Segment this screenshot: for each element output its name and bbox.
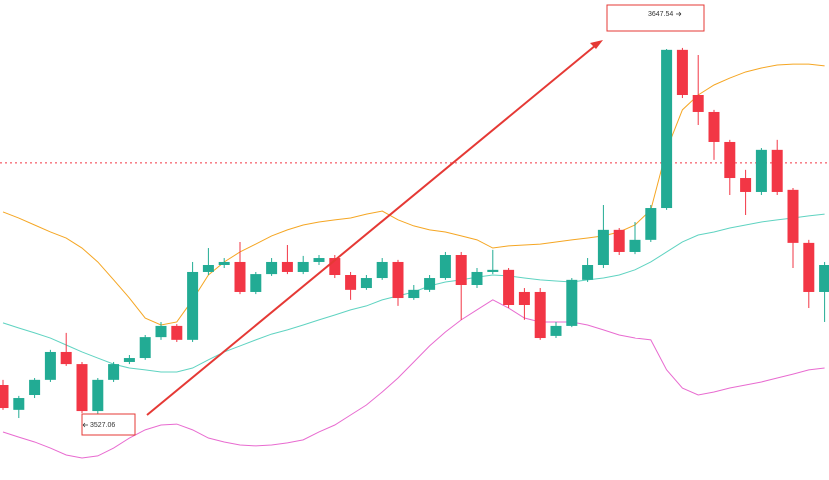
- candle-body: [408, 289, 420, 299]
- candle-body: [123, 358, 135, 362]
- candle-body: [771, 149, 783, 192]
- trend-arrow: [146, 44, 597, 416]
- candle-body: [708, 111, 720, 142]
- candle-body: [550, 325, 562, 336]
- candle-body: [455, 255, 467, 285]
- candle-body: [60, 351, 72, 365]
- candle-body: [661, 49, 673, 209]
- candle-body: [13, 398, 25, 410]
- candle-body: [740, 178, 752, 192]
- candle-body: [171, 325, 183, 340]
- high-annotation-box: [606, 4, 705, 32]
- candle-body: [329, 258, 341, 275]
- candle-body: [503, 269, 515, 305]
- candle-body: [313, 258, 325, 262]
- trend-arrow-head: [590, 40, 603, 49]
- candle-body: [471, 271, 483, 285]
- high-annotation: 3647.54: [648, 11, 673, 18]
- candle-body: [360, 278, 372, 289]
- candle-body: [187, 271, 199, 340]
- candle-body: [724, 141, 736, 179]
- low-annotation: 3527.06: [90, 422, 115, 429]
- bollinger-band: [2, 63, 825, 326]
- candle-body: [787, 189, 799, 243]
- candle-body: [645, 208, 657, 240]
- candle-body: [139, 337, 151, 359]
- candle-body: [108, 364, 120, 380]
- candle-body: [297, 261, 309, 272]
- candle-body: [803, 242, 815, 292]
- candle-body: [281, 261, 293, 272]
- candle-body: [629, 239, 641, 252]
- candle-body: [582, 265, 594, 280]
- candle-body: [376, 261, 388, 279]
- candle-body: [218, 261, 230, 265]
- candle-body: [392, 261, 404, 299]
- candle-body: [0, 385, 9, 409]
- candle-body: [44, 351, 56, 380]
- bollinger-band: [2, 299, 825, 459]
- candle-body: [29, 379, 41, 395]
- candle-body: [613, 229, 625, 252]
- low-annotation-box: [81, 413, 136, 436]
- candle-body: [692, 95, 704, 112]
- candle-body: [266, 261, 278, 275]
- candle-body: [155, 325, 167, 338]
- candle-body: [534, 291, 546, 339]
- low-annotation-arrow: [82, 422, 88, 428]
- candle-body: [597, 229, 609, 265]
- candle-body: [202, 265, 214, 272]
- candle-body: [518, 291, 530, 305]
- high-annotation-arrow: [676, 11, 682, 17]
- candle-body: [755, 149, 767, 192]
- candle-body: [76, 364, 88, 412]
- candle-body: [92, 379, 104, 412]
- candle-body: [819, 265, 829, 292]
- candle-body: [439, 255, 451, 279]
- candle-body: [250, 274, 262, 292]
- candle-body: [487, 269, 499, 272]
- candle-body: [676, 49, 688, 95]
- candle-body: [234, 261, 246, 292]
- candle-body: [424, 278, 436, 290]
- candle-body: [345, 275, 357, 290]
- candle-body: [566, 279, 578, 326]
